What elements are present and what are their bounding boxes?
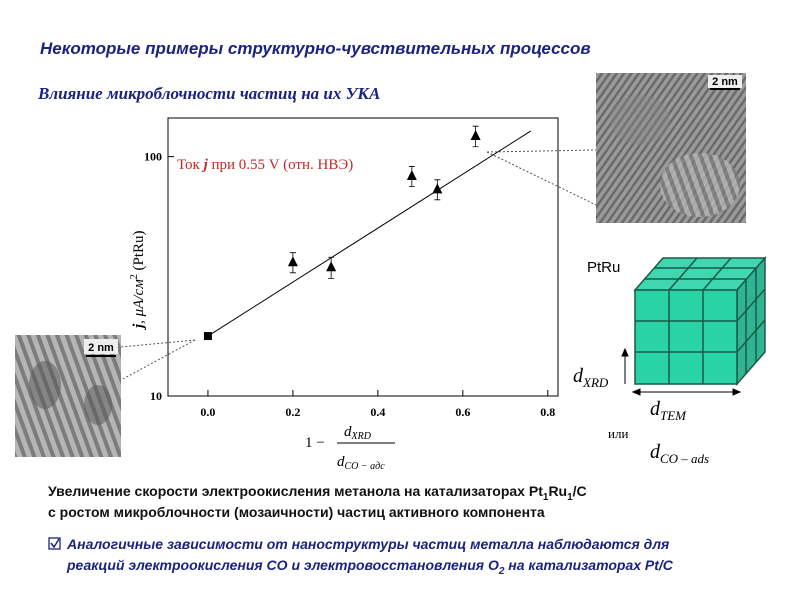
x-tick-label: 0.8 — [540, 405, 555, 419]
y-tick-label: 10 — [150, 389, 162, 403]
text: 1 — [567, 492, 573, 503]
d: d — [573, 365, 584, 387]
subtitle: Влияние микроблочности частиц на их УКА — [37, 84, 380, 103]
point — [470, 129, 481, 140]
x-tick-label: 0.2 — [285, 405, 300, 419]
text: 2 — [129, 274, 140, 279]
cube-label: PtRu — [587, 259, 620, 276]
x-tick-label: 0.0 — [200, 405, 215, 419]
scale-label: 2 nm — [712, 76, 738, 88]
point — [326, 261, 337, 272]
x-tick-label: 0.4 — [370, 405, 385, 419]
or: или — [608, 426, 628, 441]
annotation: Ток j при 0.55 V (отн. НВЭ) — [177, 157, 353, 173]
denominator: dCO − адс — [337, 454, 385, 472]
text: (PtRu) — [131, 230, 147, 274]
title: Некоторые примеры структурно-чувствитель… — [40, 39, 591, 58]
x-axis-label: 1 − dXRD dCO − адс — [305, 424, 395, 472]
x-tick-label: 0.6 — [455, 405, 470, 419]
text: j — [131, 323, 147, 330]
d-subscript: CO – ads — [660, 451, 709, 466]
y-tick-label: 100 — [144, 150, 162, 164]
text: при 0.55 V (отн. НВЭ) — [208, 157, 353, 173]
text: j — [202, 157, 209, 173]
text: CO − адс — [345, 461, 386, 472]
point — [287, 256, 298, 267]
text: Ru — [548, 483, 567, 499]
text: 2 — [498, 566, 505, 577]
line2: с ростом микроблочности (мозаичности) ча… — [48, 504, 545, 520]
d-subscript: TEM — [660, 408, 687, 423]
text: d — [344, 424, 352, 440]
numerator: dXRD — [344, 424, 372, 442]
text: /C — [573, 483, 587, 499]
fit-line — [207, 130, 532, 337]
plot-frame — [167, 117, 559, 397]
d-co: dCO – ads — [650, 441, 709, 466]
checkbox — [48, 537, 61, 550]
d-subscript: XRD — [582, 375, 609, 390]
plot: 0.0 0.2 0.4 0.6 0.8 10 100 — [144, 125, 555, 419]
text: 1 − — [305, 435, 325, 451]
text: 1 — [543, 492, 549, 503]
dimension-arrows — [621, 347, 742, 396]
point — [203, 332, 212, 341]
text: Увеличение скорости электроокисления мет… — [48, 483, 543, 499]
text: на катализаторах Pt/C — [504, 557, 673, 573]
tem-image-left: 2 nm — [15, 335, 121, 457]
text: d — [337, 454, 345, 470]
scale-label: 2 nm — [88, 342, 114, 354]
line1: Увеличение скорости электроокисления мет… — [48, 483, 587, 503]
d: d — [650, 398, 661, 420]
text: реакций электроокисления CO и электровос… — [66, 557, 499, 573]
y-axis-label: j, μA/см2 (PtRu) — [129, 230, 147, 330]
text: XRD — [351, 431, 372, 442]
line4: реакций электроокисления CO и электровос… — [66, 557, 674, 577]
point — [432, 183, 443, 194]
d-xrd: dXRD — [573, 365, 609, 390]
line3: Аналогичные зависимости от наноструктуры… — [66, 536, 669, 552]
checkmark — [50, 538, 60, 549]
d-tem: dTEM — [650, 398, 687, 423]
point — [406, 169, 417, 180]
d: d — [650, 441, 661, 463]
connectors — [120, 149, 597, 381]
cube — [633, 256, 767, 386]
text: , μA/см — [131, 279, 147, 324]
text: Ток — [177, 157, 204, 173]
tem-image-top: 2 nm — [596, 73, 746, 223]
